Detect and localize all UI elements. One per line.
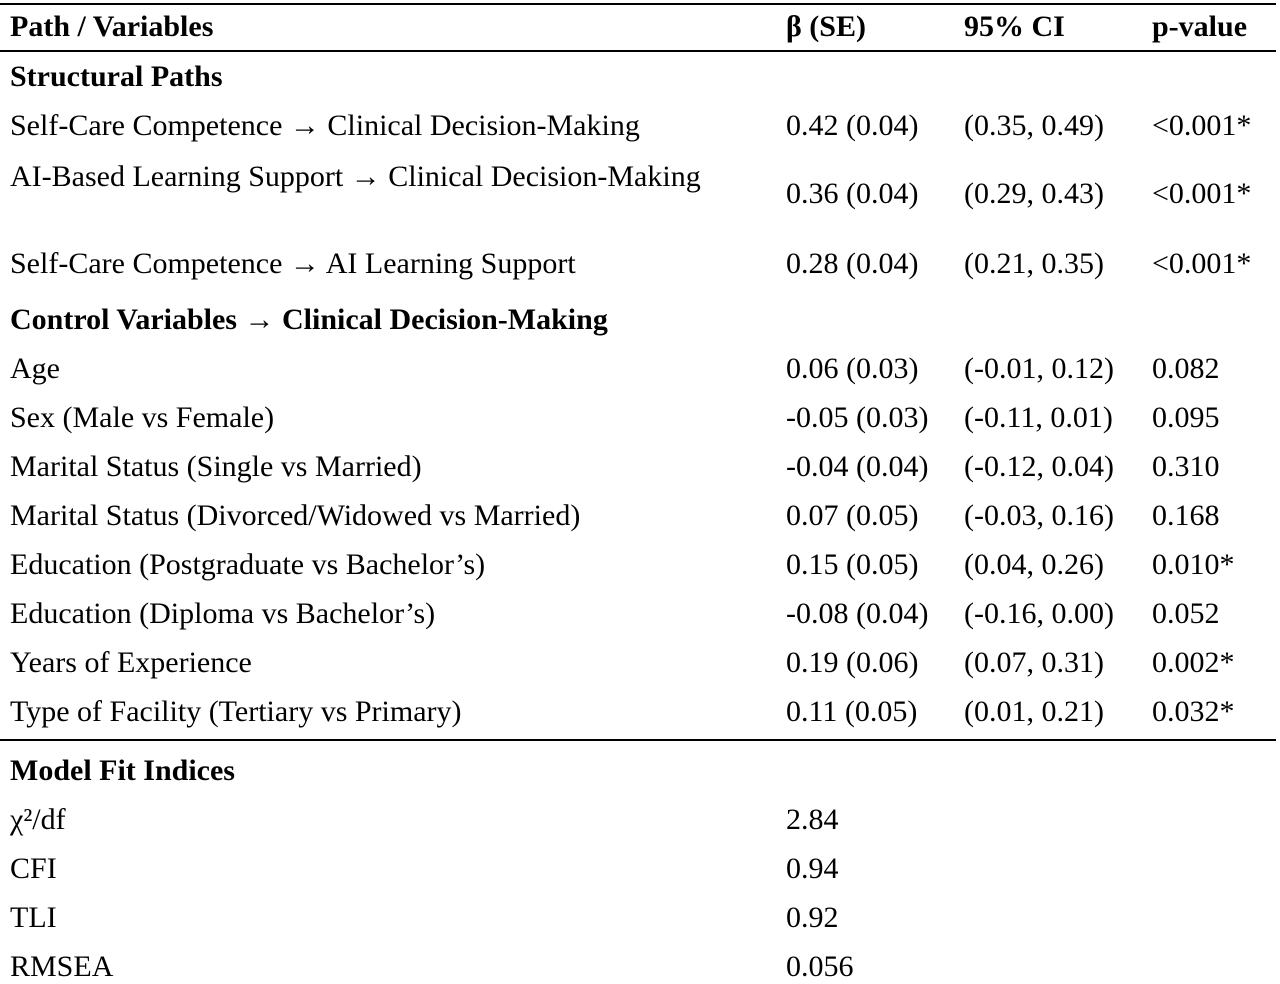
- row-p: 0.310: [1152, 450, 1220, 483]
- row-beta: 0.28 (0.04): [786, 247, 919, 280]
- row-ci: (0.04, 0.26): [964, 548, 1104, 581]
- row-value: 2.84: [786, 803, 839, 836]
- row-ci: (0.01, 0.21): [964, 695, 1104, 728]
- row-beta: 0.42 (0.04): [786, 109, 919, 142]
- mid-rule: [0, 739, 1276, 741]
- row-label: χ²/df: [10, 803, 66, 836]
- row-ci: (-0.12, 0.04): [964, 450, 1114, 483]
- row-label: Sex (Male vs Female): [10, 401, 275, 434]
- row-p: 0.082: [1152, 352, 1220, 385]
- row-label: Marital Status (Single vs Married): [10, 450, 422, 483]
- row-p: 0.032*: [1152, 695, 1235, 728]
- row-label: Self-Care Competence → Clinical Decision…: [10, 109, 640, 142]
- row-ci: (0.35, 0.49): [964, 109, 1104, 142]
- row-label: Self-Care Competence → AI Learning Suppo…: [10, 247, 576, 280]
- row-label: Education (Postgraduate vs Bachelor’s): [10, 548, 486, 581]
- header-path: Path / Variables: [10, 10, 214, 43]
- row-beta: -0.05 (0.03): [786, 401, 929, 434]
- row-ci: (-0.03, 0.16): [964, 499, 1114, 532]
- row-label: Education (Diploma vs Bachelor’s): [10, 597, 436, 630]
- row-p: 0.010*: [1152, 548, 1235, 581]
- row-label: Type of Facility (Tertiary vs Primary): [10, 695, 462, 728]
- row-label: CFI: [10, 852, 57, 885]
- row-beta: 0.15 (0.05): [786, 548, 919, 581]
- row-p: <0.001*: [1152, 109, 1252, 142]
- row-value: 0.92: [786, 901, 839, 934]
- row-beta: 0.36 (0.04): [786, 177, 919, 210]
- header-beta: β (SE): [786, 10, 866, 43]
- row-beta: 0.19 (0.06): [786, 646, 919, 679]
- row-ci: (-0.01, 0.12): [964, 352, 1114, 385]
- row-p: <0.001*: [1152, 247, 1252, 280]
- row-ci: (0.07, 0.31): [964, 646, 1104, 679]
- row-beta: -0.08 (0.04): [786, 597, 929, 630]
- section-title: Model Fit Indices: [10, 754, 235, 787]
- row-ci: (0.21, 0.35): [964, 247, 1104, 280]
- row-beta: -0.04 (0.04): [786, 450, 929, 483]
- row-label: RMSEA: [10, 950, 114, 983]
- row-p: 0.002*: [1152, 646, 1235, 679]
- header-p: p-value: [1152, 10, 1248, 43]
- row-p: 0.052: [1152, 597, 1220, 630]
- row-p: 0.168: [1152, 499, 1220, 532]
- row-label: Marital Status (Divorced/Widowed vs Marr…: [10, 499, 581, 532]
- row-ci: (0.29, 0.43): [964, 177, 1104, 210]
- row-value: 0.94: [786, 852, 839, 885]
- row-ci: (-0.11, 0.01): [964, 401, 1113, 434]
- row-p: 0.095: [1152, 401, 1220, 434]
- header-rule: [0, 50, 1276, 52]
- section-title: Control Variables → Clinical Decision-Ma…: [10, 303, 608, 336]
- header-ci: 95% CI: [964, 10, 1065, 43]
- row-p: <0.001*: [1152, 177, 1252, 210]
- row-label: Age: [10, 352, 60, 385]
- row-label: AI-Based Learning Support → Clinical Dec…: [10, 160, 701, 193]
- section-title: Structural Paths: [10, 60, 223, 93]
- row-value: 0.056: [786, 950, 854, 983]
- row-label: TLI: [10, 901, 57, 934]
- row-beta: 0.06 (0.03): [786, 352, 919, 385]
- row-beta: 0.11 (0.05): [786, 695, 918, 728]
- row-label: Years of Experience: [10, 646, 252, 679]
- top-rule: [0, 3, 1276, 5]
- row-beta: 0.07 (0.05): [786, 499, 919, 532]
- row-ci: (-0.16, 0.00): [964, 597, 1114, 630]
- table-row: AI-Based Learning Support → Clinical Dec…: [0, 158, 1276, 234]
